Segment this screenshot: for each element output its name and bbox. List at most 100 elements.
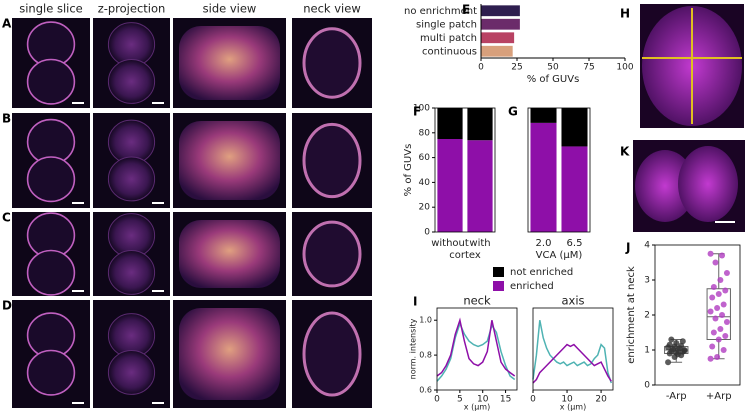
y-tick-label: 1 <box>644 346 650 356</box>
point <box>714 305 721 311</box>
point <box>679 338 686 345</box>
column-header: side view <box>203 2 257 16</box>
column-header: single slice <box>19 2 82 16</box>
panel-label: E <box>462 3 470 17</box>
bar <box>481 32 515 44</box>
y-tick-label: 0.6 <box>419 386 432 395</box>
point <box>720 347 727 353</box>
x-tick-label: 0 <box>478 63 484 73</box>
point <box>673 340 680 346</box>
y-tick-label: 40 <box>419 178 431 188</box>
point <box>707 308 714 315</box>
bar-segment <box>561 108 588 147</box>
y-tick-label: 80 <box>419 128 431 138</box>
point <box>665 359 672 366</box>
point <box>719 252 726 259</box>
category-label: +Arp <box>706 391 732 402</box>
point <box>674 351 681 358</box>
x-tick-label: 100 <box>616 63 633 73</box>
y-axis-label: % of GUVs <box>403 144 414 197</box>
side-view <box>179 308 280 400</box>
line <box>532 343 612 384</box>
point <box>710 284 717 290</box>
y-tick-label: 20 <box>419 203 431 213</box>
bar-segment <box>437 139 463 232</box>
y-tick-label: 100 <box>413 104 430 114</box>
point <box>666 341 673 348</box>
x-tick-label: 0 <box>530 395 536 405</box>
vesicle <box>26 58 76 105</box>
x-tick-label: 0 <box>434 395 440 405</box>
y-tick-label: 0.8 <box>419 351 432 360</box>
x-tick-label: 25 <box>511 63 522 73</box>
bar-segment <box>467 140 493 232</box>
point <box>707 250 714 257</box>
x-tick-label: 15 <box>500 395 511 405</box>
x-tick-label: 10 <box>561 395 573 405</box>
bar-segment <box>561 146 588 232</box>
chart-title: neck <box>463 294 491 308</box>
x-axis-label: cortex <box>449 250 481 261</box>
point <box>712 259 719 266</box>
panel-label: J <box>625 241 630 255</box>
point <box>719 312 726 318</box>
neck-ring <box>302 122 362 199</box>
panel-label: D <box>2 299 12 313</box>
y-tick-label: 60 <box>419 153 431 163</box>
point <box>709 294 716 301</box>
axes-frame <box>532 307 614 391</box>
point <box>715 336 722 343</box>
point <box>707 355 714 362</box>
axes-frame <box>434 107 496 233</box>
y-axis-label: norm. intensity <box>409 318 418 379</box>
point <box>717 277 724 283</box>
line <box>532 320 613 384</box>
category-label: multi patch <box>420 33 477 44</box>
bar-segment <box>437 108 463 139</box>
x-tick-label: 20 <box>595 395 607 405</box>
x-axis-label: % of GUVs <box>527 74 580 85</box>
neck-ring <box>302 220 362 288</box>
category-label: with <box>469 238 490 249</box>
vesicle <box>26 249 76 296</box>
line <box>436 321 516 382</box>
column-header: z-projection <box>98 2 166 16</box>
x-tick-label: 75 <box>583 63 594 73</box>
bar <box>481 45 513 57</box>
bar-segment <box>530 122 557 232</box>
point <box>717 326 724 332</box>
point <box>714 354 721 360</box>
vesicle <box>107 350 156 395</box>
category-label: single patch <box>416 19 477 30</box>
category-label: 6.5 <box>567 238 583 249</box>
category-label: no enrichment <box>404 6 477 17</box>
category-label: continuous <box>422 46 477 57</box>
x-axis-label: x (μm) <box>464 403 490 411</box>
point <box>715 291 722 297</box>
point <box>723 270 730 276</box>
y-tick-label: 1.0 <box>419 316 432 325</box>
panel-label: A <box>2 17 12 31</box>
chart-title: axis <box>561 294 584 308</box>
panel-label: I <box>413 295 417 309</box>
y-tick-label: 0 <box>644 381 650 391</box>
bar-segment <box>467 108 493 141</box>
vesicle <box>107 250 156 295</box>
panel-label: H <box>620 7 630 21</box>
vesicle <box>26 156 76 203</box>
side-view <box>179 26 280 100</box>
legend-label: enriched <box>510 281 554 292</box>
category-label: without <box>431 238 469 249</box>
column-header: neck view <box>303 2 360 16</box>
legend-swatch <box>493 267 504 277</box>
axes-frame <box>436 307 518 391</box>
line <box>436 317 516 377</box>
vesicle <box>678 146 738 222</box>
y-tick-label: 0 <box>424 228 430 238</box>
point <box>722 287 729 294</box>
x-tick-label: 10 <box>477 395 489 405</box>
category-label: 2.0 <box>536 238 552 249</box>
panel-label: K <box>620 145 630 159</box>
vesicle <box>26 349 76 396</box>
